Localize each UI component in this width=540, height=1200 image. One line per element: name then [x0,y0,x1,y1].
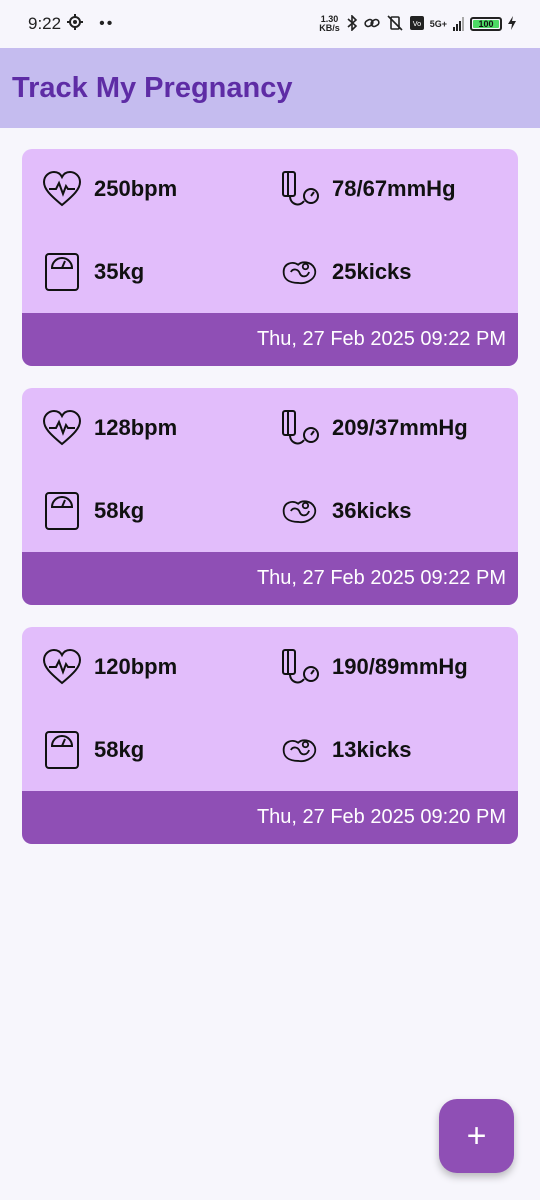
weight: 58kg [42,491,144,531]
record-timestamp: Thu, 27 Feb 2025 09:20 PM [256,806,506,828]
blood-pressure: 190/89mmHg [280,647,468,687]
record-card[interactable]: 250bpm 78/67mmHg 35kg 25kicks Thu, 27 Fe… [22,149,518,366]
charging-icon [508,15,516,33]
record-card[interactable]: 120bpm 190/89mmHg 58kg 13kicks Thu, 27 F… [22,627,518,844]
baby-kicks-icon [280,252,320,292]
more-notifications-icon: •• [99,15,115,32]
settings-gear-icon [67,13,84,35]
blood-pressure: 209/37mmHg [280,408,468,448]
signal-icon [453,17,464,31]
baby-kicks-icon [280,730,320,770]
add-record-button[interactable]: + [439,1099,514,1173]
heart-rate-icon [42,169,82,209]
record-timestamp: Thu, 27 Feb 2025 09:22 PM [256,328,506,350]
blood-pressure: 78/67mmHg [280,169,456,209]
bluetooth-icon [346,13,358,34]
svg-text:Vo: Vo [412,20,421,28]
heart-rate-icon [42,647,82,687]
heart-rate: 128bpm [42,408,177,448]
heart-rate: 250bpm [42,169,177,209]
weight: 58kg [42,730,144,770]
weight-scale-icon [42,730,82,770]
network-type: 5G+ [429,19,447,29]
baby-kicks-icon [280,491,320,531]
kicks: 36kicks [280,491,412,531]
link-icon [364,15,380,34]
plus-icon: + [466,1116,487,1155]
heart-rate: 120bpm [42,647,177,687]
kicks: 25kicks [280,252,412,292]
blood-pressure-icon [280,408,320,448]
record-timestamp-bar: Thu, 27 Feb 2025 09:20 PM [22,791,518,844]
heart-rate-icon [42,408,82,448]
status-time: 9:22 [28,14,62,33]
record-timestamp-bar: Thu, 27 Feb 2025 09:22 PM [22,552,518,605]
app-title: Track My Pregnancy [12,71,293,104]
weight-scale-icon [42,491,82,531]
net-speed: 1.30 KB/s [319,14,340,33]
status-bar: 9:22 •• 1.30 KB/s Vo 5G+ 100 [0,0,540,48]
blood-pressure-icon [280,169,320,209]
vibrate-off-icon [386,14,404,34]
kicks: 13kicks [280,730,412,770]
volte-icon: Vo [409,15,424,34]
app-bar: Track My Pregnancy [0,48,540,128]
battery-icon: 100 [470,17,502,31]
records-list[interactable]: 250bpm 78/67mmHg 35kg 25kicks Thu, 27 Fe… [22,149,518,866]
record-timestamp-bar: Thu, 27 Feb 2025 09:22 PM [22,313,518,366]
weight-scale-icon [42,252,82,292]
blood-pressure-icon [280,647,320,687]
record-timestamp: Thu, 27 Feb 2025 09:22 PM [256,567,506,589]
record-card[interactable]: 128bpm 209/37mmHg 58kg 36kicks Thu, 27 F… [22,388,518,605]
weight: 35kg [42,252,144,292]
